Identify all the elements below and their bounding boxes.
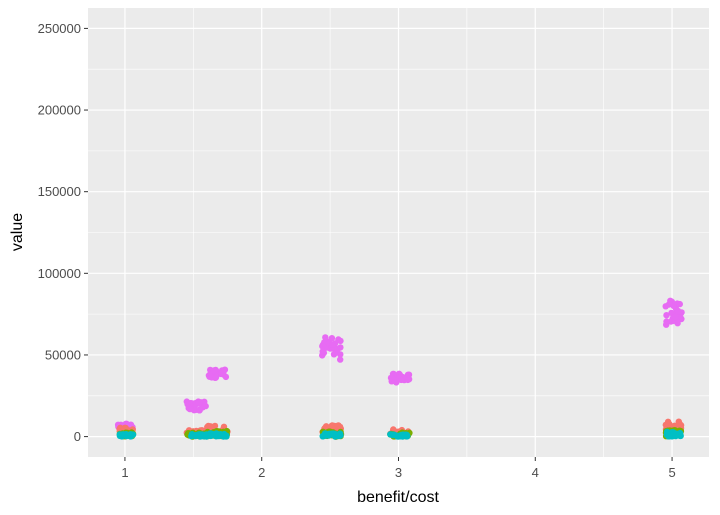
data-point (328, 422, 335, 430)
data-point (337, 356, 344, 363)
data-point (220, 369, 227, 376)
y-tick-label: 200000 (38, 103, 81, 118)
data-point (398, 376, 405, 384)
data-point (319, 348, 326, 355)
data-point (323, 432, 330, 439)
y-tick-label: 0 (74, 429, 81, 444)
x-tick-label: 2 (258, 465, 265, 480)
y-tick-label: 250000 (38, 21, 81, 36)
data-point (670, 302, 677, 310)
x-axis-title: benefit/cost (357, 489, 439, 506)
data-point (213, 430, 220, 437)
data-point (196, 407, 203, 414)
data-point (186, 405, 194, 413)
data-point (675, 418, 682, 425)
data-point (319, 343, 326, 350)
data-point (127, 432, 134, 439)
y-axis-title: value (9, 213, 26, 251)
data-point (210, 367, 218, 374)
y-tick-label: 50000 (45, 347, 81, 362)
x-tick-label: 3 (395, 465, 402, 480)
x-tick-label: 4 (532, 465, 539, 480)
data-point (337, 344, 344, 351)
data-point (220, 433, 227, 440)
data-points (114, 297, 685, 440)
data-point (672, 313, 679, 321)
data-point (663, 318, 670, 325)
data-point (665, 433, 672, 440)
data-point (676, 300, 683, 308)
data-point (405, 371, 413, 378)
data-point (329, 341, 336, 348)
data-point (323, 423, 330, 430)
data-point (116, 432, 124, 440)
data-point (337, 351, 344, 358)
data-point (335, 422, 342, 429)
data-point (207, 432, 214, 440)
x-axis-ticks: 1 2 3 4 5 (121, 457, 676, 480)
data-point (201, 398, 208, 405)
data-point (391, 431, 398, 438)
data-point (668, 309, 675, 317)
y-axis-ticks: 0 50000 100000 150000 200000 250000 (38, 21, 88, 444)
y-tick-label: 150000 (38, 184, 81, 199)
data-point (664, 418, 672, 425)
data-point (212, 374, 220, 381)
data-point (195, 432, 203, 439)
data-point (663, 312, 670, 319)
data-point (405, 376, 413, 383)
data-point (184, 401, 191, 408)
data-point (400, 431, 407, 439)
data-point (188, 432, 195, 439)
data-point (674, 307, 682, 315)
x-tick-label: 5 (668, 465, 675, 480)
data-point (667, 318, 675, 325)
x-tick-label: 1 (121, 465, 128, 480)
y-tick-label: 100000 (38, 266, 81, 281)
data-point (337, 337, 344, 345)
data-point (334, 432, 342, 439)
data-point (330, 351, 338, 358)
data-point (672, 432, 679, 440)
data-point (195, 399, 203, 407)
data-point (392, 377, 399, 384)
